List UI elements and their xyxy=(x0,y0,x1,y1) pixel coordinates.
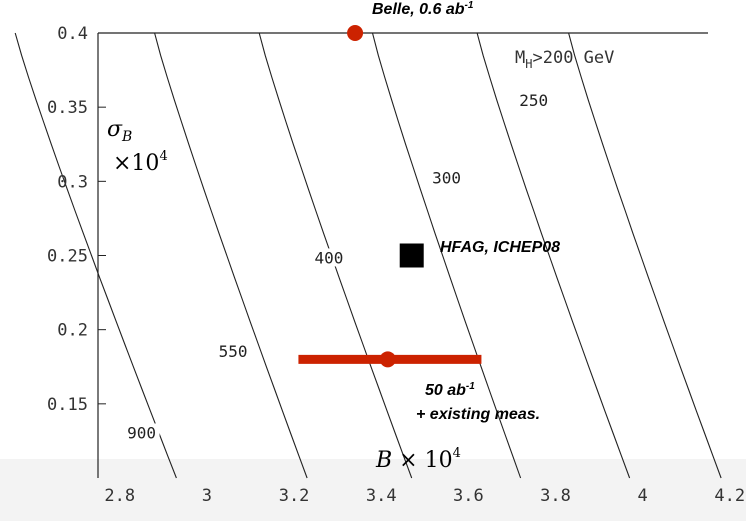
contour-line-4 xyxy=(371,32,522,479)
axis-band xyxy=(0,459,746,521)
x-tick-label: 3.8 xyxy=(540,486,571,506)
contour-label-250: 250 xyxy=(519,91,548,110)
x-axis-label: B × 104 xyxy=(375,446,461,473)
y-tick-label: 0.3 xyxy=(57,172,88,192)
x-tick-label: 3.6 xyxy=(453,486,484,506)
y-axis-label-symbol: σB xyxy=(107,117,132,145)
contour-label-300: 300 xyxy=(432,168,461,187)
hfag-label: HFAG, ICHEP08 xyxy=(440,239,560,256)
future-label-line1: 50 ab-1 xyxy=(425,381,475,399)
contour-label-bg xyxy=(123,423,160,442)
y-tick-label: 0.25 xyxy=(47,247,88,267)
contour-label-900: 900 xyxy=(127,423,156,442)
x-tick-label: 3.4 xyxy=(366,486,397,506)
x-tick-label: 3.2 xyxy=(279,486,310,506)
contour-label-bg xyxy=(428,168,465,187)
belle-label: Belle, 0.6 ab-1 xyxy=(372,0,474,18)
y-tick-label: 0.15 xyxy=(47,395,88,415)
contour-lines xyxy=(14,32,722,479)
contour-line-6 xyxy=(568,32,722,479)
contour-line-5 xyxy=(476,32,631,479)
mh-label: MH>200 GeV xyxy=(515,48,614,71)
contour-label-bg xyxy=(310,248,347,267)
axis-ticks: 0.4 0.35 0.3 0.25 0.2 0.15 2.8 3 3.2 3.4 3.6 3.8 4 4.… xyxy=(47,24,745,506)
x-tick-label: 4.2 xyxy=(714,486,745,506)
data-points xyxy=(298,25,482,368)
contour-label-bg xyxy=(215,341,252,360)
x-tick-label: 3 xyxy=(202,486,212,506)
contour-line-1 xyxy=(14,32,177,479)
y-axis-label-scale: ×104 xyxy=(113,149,168,176)
y-tick-label: 0.4 xyxy=(57,24,88,44)
contour-line-2 xyxy=(154,32,308,479)
50ab-marker xyxy=(379,351,396,368)
x-tick-label: 4 xyxy=(638,486,648,506)
y-tick-label: 0.2 xyxy=(57,321,88,341)
contour-label-400: 400 xyxy=(314,248,343,267)
future-label-line2: + existing meas. xyxy=(416,406,540,423)
contour-label-550: 550 xyxy=(219,342,248,361)
belle-marker xyxy=(347,25,364,41)
contour-label-bg xyxy=(515,91,552,110)
y-tick-label: 0.35 xyxy=(47,98,88,118)
contour-labels: 900 550 400 300 250 xyxy=(123,91,552,442)
x-tick-label: 2.8 xyxy=(104,486,135,506)
hfag-marker xyxy=(399,243,424,268)
